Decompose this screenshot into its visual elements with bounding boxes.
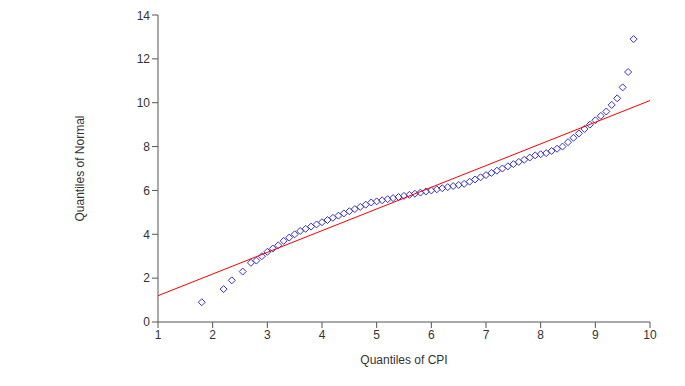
svg-text:1: 1	[155, 328, 162, 342]
svg-text:0: 0	[143, 315, 150, 329]
svg-text:8: 8	[537, 328, 544, 342]
svg-text:9: 9	[592, 328, 599, 342]
svg-text:2: 2	[209, 328, 216, 342]
svg-text:5: 5	[373, 328, 380, 342]
svg-text:14: 14	[137, 9, 151, 23]
svg-text:10: 10	[137, 96, 151, 110]
svg-text:3: 3	[264, 328, 271, 342]
svg-text:6: 6	[143, 184, 150, 198]
svg-text:10: 10	[643, 328, 657, 342]
svg-text:12: 12	[137, 52, 151, 66]
svg-text:6: 6	[428, 328, 435, 342]
svg-text:Quantiles of CPI: Quantiles of CPI	[360, 353, 447, 367]
svg-text:8: 8	[143, 140, 150, 154]
svg-text:Quantiles of Normal: Quantiles of Normal	[73, 115, 87, 221]
svg-text:4: 4	[143, 228, 150, 242]
svg-text:4: 4	[319, 328, 326, 342]
svg-text:7: 7	[483, 328, 490, 342]
svg-text:2: 2	[143, 271, 150, 285]
